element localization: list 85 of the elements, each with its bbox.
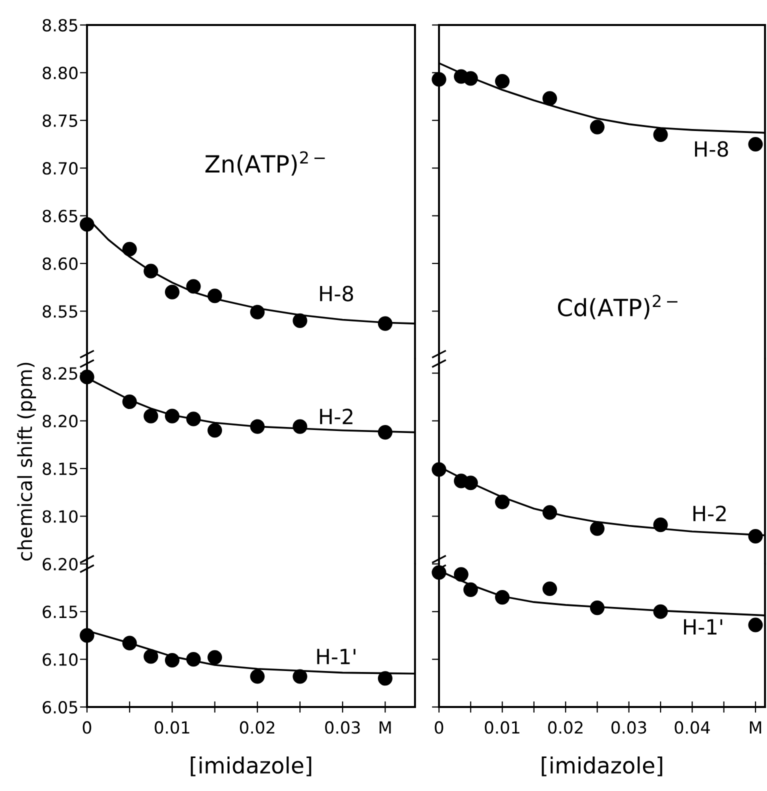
y-tick-label: 8.65 [42,210,78,222]
x-tick-label: 0.02 [548,721,582,734]
y-tick-label: 8.10 [42,510,78,523]
point [186,412,201,426]
point [250,304,265,320]
y-tick-label: 8.70 [42,162,78,175]
point [463,582,478,597]
point [208,423,222,438]
point [80,217,94,232]
x-tick-label: 0.03 [325,721,360,734]
point [432,462,446,477]
point [542,91,558,106]
y-tick-label: 8.80 [42,66,78,80]
y-tick-label: 8.55 [42,305,78,318]
point [80,628,94,643]
point [590,600,605,616]
point [495,590,510,605]
y-tick-label: 8.60 [42,257,78,270]
point [748,618,763,632]
point [463,71,478,86]
annotation: H-2 [693,506,726,522]
point [542,505,558,520]
x-tick-label: 0.04 [674,721,710,734]
point [378,425,392,440]
point [590,521,605,536]
x-tick-label: M [380,721,391,734]
y-tick-label: 6.20 [42,558,78,570]
point [186,279,201,294]
y-tick-label: 8.25 [42,367,78,380]
point [250,419,265,434]
point [292,669,308,684]
x-tick-label: 0 [82,721,92,734]
point [378,671,392,686]
point [144,264,158,278]
y-tick-label: 6.15 [42,606,78,618]
point [208,650,222,665]
point [432,72,446,87]
annotation: Cd(ATP)$^{2−}$ [558,294,678,320]
point [186,652,201,667]
point [122,394,137,410]
annotation: H-8 [695,141,728,157]
point [144,408,158,424]
x-tick-label: 0 [434,721,444,734]
point [542,581,558,596]
point [748,528,763,544]
x-tick-label: 0.02 [240,721,274,734]
y-axis-title: chemical shift (ppm) [17,362,36,561]
point [292,313,308,328]
x-tick-label: 0.01 [484,721,520,734]
point [463,476,478,490]
y-tick-label: 8.75 [42,114,78,127]
y-tick-label: 8.85 [42,18,78,32]
x-tick-label: 0.03 [611,721,646,734]
point [208,288,222,304]
y-tick-label: 8.20 [42,414,78,428]
x-tick-label: 0.01 [154,721,190,734]
point [164,408,180,424]
y-tick-label: 6.05 [42,700,78,714]
point [748,136,763,152]
x-axis-title: [imidazole] [542,756,662,776]
annotation: H-2 [320,408,352,424]
point [495,74,510,89]
point [653,518,668,532]
point [653,604,668,619]
y-tick-label: 8.15 [42,462,78,476]
annotation: Zn(ATP)$^{2−}$ [205,151,325,176]
point [122,242,137,256]
point [164,284,180,300]
point [80,370,94,384]
x-tick-label: M [750,721,762,734]
x-axis-title: [imidazole] [190,756,312,776]
point [454,567,468,582]
point [164,652,180,668]
annotation: H-1' [684,619,722,634]
point [292,419,308,434]
annotation: H-8 [320,286,354,302]
point [495,494,510,510]
point [378,316,392,331]
point [144,649,158,664]
point [122,636,137,650]
point [653,127,668,142]
point [590,120,605,134]
annotation: H-1' [317,648,356,664]
point [250,669,265,684]
y-tick-label: 6.10 [42,653,78,666]
